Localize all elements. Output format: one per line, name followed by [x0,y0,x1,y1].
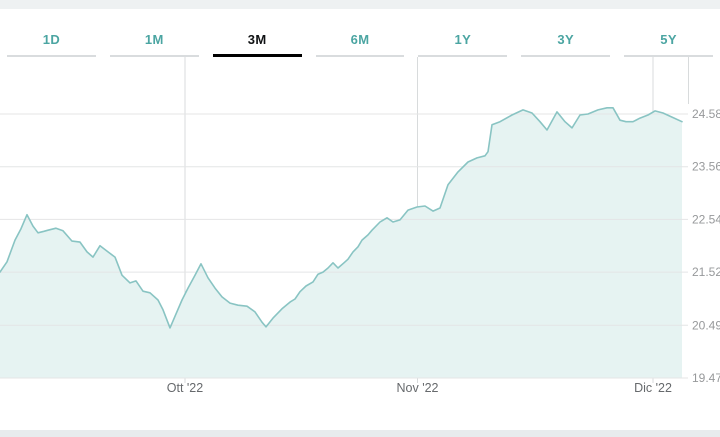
tab-5y-underline [624,55,714,57]
tab-1m-label: 1M [144,32,164,47]
tab-1d-underline [7,55,96,57]
tab-6m-underline [315,55,405,57]
tab-3y-label: 3Y [557,32,575,47]
tab-1y-label: 1Y [454,32,472,47]
price-line [0,107,683,329]
tab-5y[interactable]: 5Y [617,9,720,57]
timeframe-tabbar: 1D 1M 3M 6M 1Y 3Y 5Y [0,9,720,57]
x-axis-label-1: Nov '22 [397,381,439,395]
tab-1y[interactable]: 1Y [411,9,514,57]
x-axis-label-0: Ott '22 [167,381,203,395]
tab-6m[interactable]: 6M [309,9,412,57]
y-axis-label-2: 22.54 [692,212,720,226]
tab-1m[interactable]: 1M [103,9,206,57]
x-axis-label-2: Dic '22 [634,381,672,395]
tab-1d[interactable]: 1D [0,9,103,57]
tab-3y[interactable]: 3Y [514,9,617,57]
tab-3m-underline [212,54,302,57]
y-axis-label-0: 24.58 [692,107,720,121]
tab-6m-label: 6M [350,32,370,47]
y-axis-label-4: 20.49 [692,318,720,332]
top-divider [0,0,720,9]
y-axis-label-5: 19.47 [692,371,720,385]
bottom-divider [0,430,720,437]
tab-5y-label: 5Y [660,32,677,47]
tab-3y-underline [521,55,611,57]
tab-1d-label: 1D [42,32,61,47]
y-axis-label-3: 21.52 [692,265,720,279]
tab-1m-underline [109,55,199,57]
tab-1y-underline [418,55,508,57]
tab-3m-label: 3M [247,32,267,47]
tab-3m[interactable]: 3M [206,9,309,57]
y-axis-label-1: 23.56 [692,160,720,174]
price-area-fill [0,107,682,379]
